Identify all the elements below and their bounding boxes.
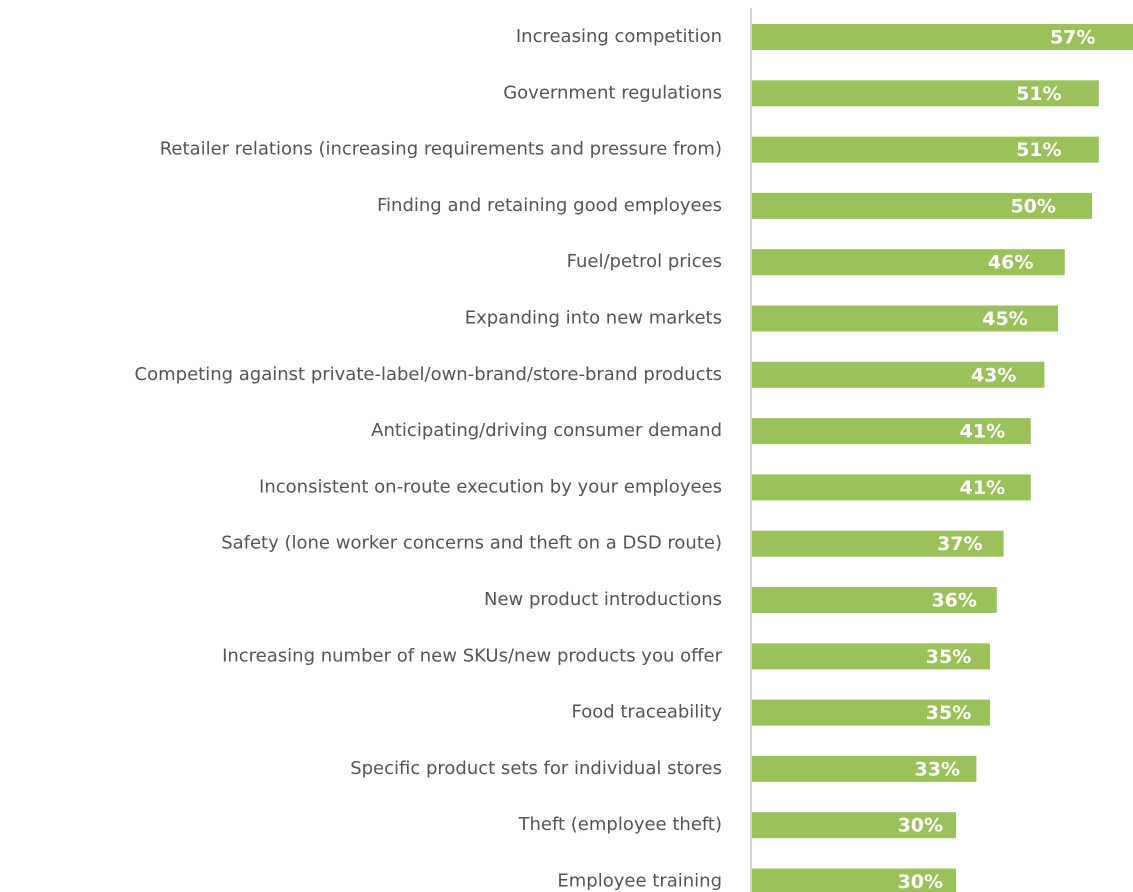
bar [752, 80, 1099, 107]
category-label: New product introductions [484, 589, 722, 610]
category-label: Retailer relations (increasing requireme… [160, 139, 722, 160]
category-label: Food traceability [571, 702, 722, 723]
value-label: 33% [915, 758, 960, 780]
value-label: 45% [982, 308, 1027, 330]
value-label: 41% [960, 421, 1005, 443]
value-label: 51% [1016, 139, 1061, 161]
bar [752, 136, 1099, 163]
value-label: 36% [931, 590, 976, 612]
value-label: 57% [1050, 27, 1095, 49]
category-label: Increasing number of new SKUs/new produc… [222, 645, 723, 666]
bar [752, 305, 1058, 332]
value-label: 46% [988, 252, 1033, 274]
value-label: 30% [898, 815, 943, 837]
bar [752, 361, 1045, 388]
value-label: 35% [926, 646, 971, 668]
value-label: 35% [926, 702, 971, 724]
category-label: Competing against private-label/own-bran… [135, 364, 722, 385]
bar [752, 812, 956, 839]
category-label: Theft (employee theft) [517, 814, 722, 835]
value-label: 30% [898, 871, 943, 892]
value-label: 43% [971, 364, 1016, 386]
bar [752, 643, 990, 670]
bar [752, 192, 1092, 219]
category-label: Safety (lone worker concerns and theft o… [221, 533, 722, 554]
category-label: Anticipating/driving consumer demand [371, 420, 722, 441]
category-label: Fuel/petrol prices [567, 251, 722, 272]
bar [752, 755, 977, 782]
category-label: Finding and retaining good employees [377, 195, 722, 216]
category-label: Increasing competition [516, 26, 722, 47]
value-label: 50% [1010, 195, 1055, 217]
bar [752, 699, 990, 726]
bar [752, 474, 1031, 501]
category-label: Government regulations [503, 82, 722, 103]
bar [752, 249, 1065, 276]
category-label: Employee training [557, 871, 722, 892]
value-label: 41% [960, 477, 1005, 499]
value-label: 37% [937, 533, 982, 555]
bar [752, 24, 1133, 50]
category-label: Inconsistent on-route execution by your … [259, 476, 722, 497]
bar [752, 587, 997, 613]
bar [752, 868, 956, 892]
bar [752, 530, 1004, 557]
category-label: Specific product sets for individual sto… [350, 758, 722, 779]
value-label: 51% [1016, 83, 1061, 105]
bar [752, 418, 1031, 445]
category-label: Expanding into new markets [465, 308, 722, 329]
